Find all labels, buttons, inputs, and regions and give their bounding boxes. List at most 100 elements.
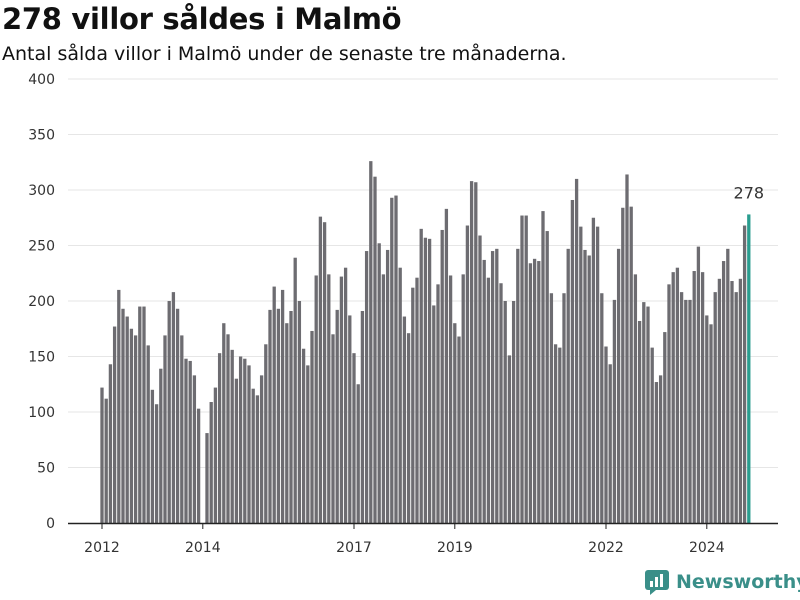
bar (654, 382, 659, 523)
bar (327, 274, 331, 523)
bar (444, 208, 449, 523)
bar (289, 310, 293, 523)
newsworthy-chart-icon (645, 570, 669, 595)
bar (419, 228, 423, 523)
bar (440, 229, 444, 523)
bar (453, 323, 457, 523)
bar (154, 404, 159, 523)
chart-title: 278 villor såldes i Malmö (2, 2, 402, 36)
bar (184, 358, 188, 523)
bar (436, 284, 440, 523)
bar (432, 305, 436, 523)
bar (293, 257, 297, 523)
bar (633, 274, 638, 523)
bar (381, 274, 386, 523)
bar (583, 249, 587, 523)
bar (108, 364, 113, 523)
bar (188, 360, 192, 523)
bar (503, 301, 507, 523)
bar (369, 161, 373, 523)
bar (402, 316, 407, 523)
bar (230, 349, 234, 523)
bar (541, 211, 545, 523)
bar (268, 309, 272, 523)
bar (730, 281, 734, 523)
bar (650, 347, 654, 523)
bar (658, 375, 663, 523)
bar (255, 395, 260, 523)
bar (238, 356, 243, 523)
brand-logo: Newsworthy (644, 569, 800, 595)
brand-name: Newsworthy (676, 571, 800, 593)
bar (129, 328, 134, 523)
bar (608, 364, 612, 523)
bar (163, 335, 167, 523)
bar (595, 226, 600, 523)
bar (297, 301, 302, 523)
y-tick-label: 50 (37, 461, 55, 477)
bar (234, 378, 239, 523)
bar (112, 326, 117, 523)
bar (713, 292, 717, 523)
bar (285, 323, 289, 523)
bar (457, 336, 461, 523)
bar (423, 237, 428, 524)
bar (259, 375, 264, 523)
bar (196, 408, 201, 523)
x-tick-label: 2019 (437, 540, 473, 556)
bar (621, 207, 625, 523)
bar (469, 181, 474, 523)
bar (310, 330, 314, 523)
bar (125, 316, 129, 523)
bar (322, 222, 327, 523)
bar (331, 334, 335, 523)
bar (553, 344, 558, 523)
bar (159, 368, 163, 523)
y-tick-label: 100 (28, 405, 55, 421)
bar (352, 353, 356, 523)
bar (507, 355, 512, 523)
bar (717, 278, 722, 523)
bar (373, 176, 377, 523)
bar-highlight (747, 214, 751, 524)
bar (474, 182, 478, 524)
y-tick-label: 200 (28, 294, 55, 310)
bar (264, 344, 268, 523)
bar (243, 358, 247, 523)
bar (448, 275, 453, 523)
bar (272, 286, 276, 523)
bar (276, 308, 281, 523)
x-tick-label: 2024 (689, 540, 725, 556)
bar (356, 384, 360, 523)
bar (663, 332, 667, 523)
bar (478, 235, 482, 523)
bar (339, 276, 344, 523)
bar (700, 272, 705, 523)
bar (490, 251, 495, 524)
bar (625, 174, 629, 523)
bar (604, 346, 608, 523)
bar (528, 263, 533, 523)
x-tick-label: 2014 (185, 540, 221, 556)
bar (406, 333, 411, 523)
bar (390, 197, 394, 523)
y-tick-label: 350 (28, 128, 55, 144)
bar (167, 301, 171, 523)
bar (247, 365, 251, 523)
bar (335, 309, 339, 523)
bar (524, 215, 528, 523)
bar (150, 389, 155, 523)
bar (465, 225, 470, 523)
bar (679, 292, 684, 523)
bar (133, 335, 138, 523)
bar (461, 274, 465, 523)
bar (318, 216, 323, 523)
bar (705, 315, 709, 523)
bar (511, 301, 516, 523)
bar (646, 306, 650, 523)
bar (100, 387, 104, 523)
bar (574, 178, 579, 523)
bar (213, 387, 218, 523)
bar (721, 261, 726, 523)
